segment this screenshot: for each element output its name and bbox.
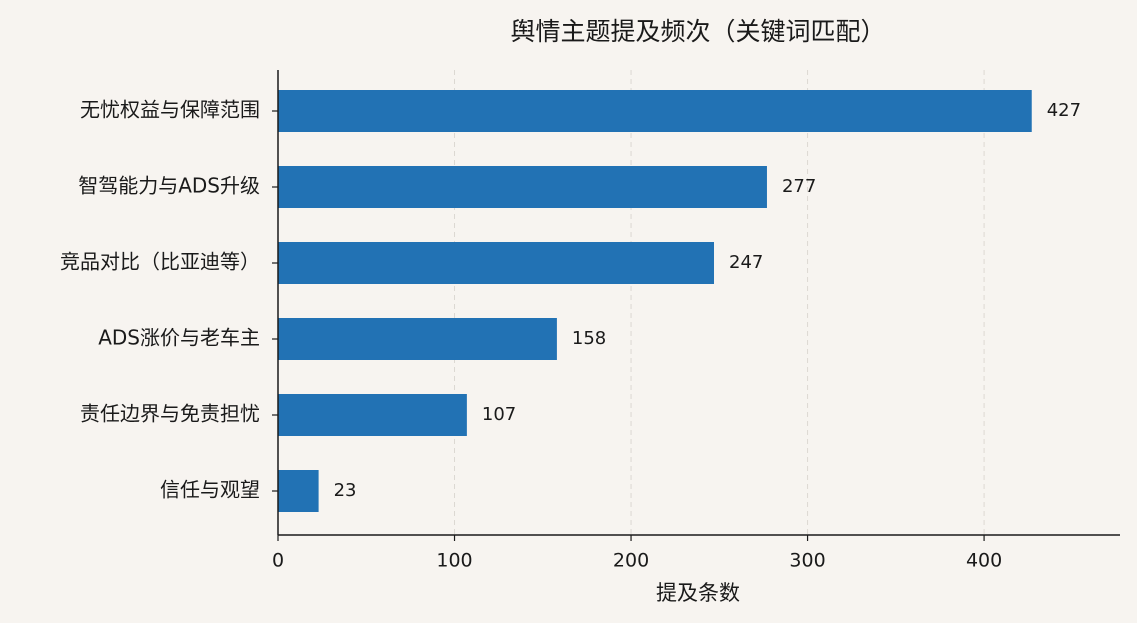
x-tick-label: 100 xyxy=(436,550,472,572)
x-tick-label: 200 xyxy=(613,550,649,572)
bar xyxy=(278,90,1032,132)
x-tick-label: 0 xyxy=(272,550,284,572)
x-tick-label: 400 xyxy=(966,550,1002,572)
bar xyxy=(278,394,467,436)
y-tick-label: ADS涨价与老车主 xyxy=(98,326,260,350)
y-tick-label: 责任边界与免责担忧 xyxy=(80,402,260,426)
y-tick-label: 智驾能力与ADS升级 xyxy=(78,174,260,198)
bar xyxy=(278,242,715,284)
value-label: 247 xyxy=(729,252,763,273)
y-tick-label: 信任与观望 xyxy=(160,478,260,502)
bar xyxy=(278,166,767,208)
y-tick-label: 无忧权益与保障范围 xyxy=(80,98,260,122)
chart-title: 舆情主题提及频次（关键词匹配） xyxy=(510,17,885,46)
value-label: 277 xyxy=(782,176,816,197)
value-label: 23 xyxy=(334,480,357,501)
value-label: 107 xyxy=(482,404,516,425)
value-label: 158 xyxy=(572,328,606,349)
x-axis-label: 提及条数 xyxy=(656,581,740,605)
value-label: 427 xyxy=(1047,100,1081,121)
x-tick-label: 300 xyxy=(789,550,825,572)
bar xyxy=(278,318,557,360)
bar xyxy=(278,470,319,512)
y-tick-label: 竞品对比（比亚迪等） xyxy=(60,250,260,274)
